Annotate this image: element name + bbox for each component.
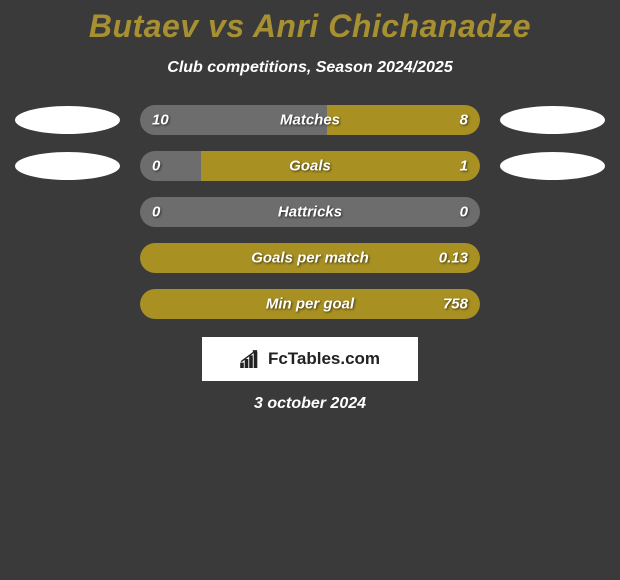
ellipse-spacer [500,198,605,226]
stat-bar: 0.13 Goals per match [140,243,480,273]
subtitle: Club competitions, Season 2024/2025 [0,59,620,77]
branding-banner: FcTables.com [202,337,418,381]
stat-bar: 0 0 Hattricks [140,197,480,227]
stat-name: Matches [280,112,340,129]
bars-icon [240,350,262,368]
branding-text: FcTables.com [268,349,380,369]
bar-fill-left [140,151,201,181]
stat-name: Hattricks [278,204,342,221]
stats-list: 10 8 Matches 0 1 Goals 0 0 Hattricks 0.13 Goals pe… [0,105,620,319]
date-label: 3 october 2024 [0,395,620,413]
stat-name: Goals per match [251,250,369,267]
stat-value-right: 0 [460,204,468,221]
stat-value-left: 10 [152,112,169,129]
ellipse-spacer [15,198,120,226]
stat-name: Min per goal [266,296,354,313]
stat-value-left: 0 [152,204,160,221]
stat-row: 758 Min per goal [0,289,620,319]
ellipse-spacer [15,244,120,272]
stat-row: 0.13 Goals per match [0,243,620,273]
player-ellipse-left [15,106,120,134]
ellipse-spacer [500,290,605,318]
ellipse-spacer [15,290,120,318]
stat-value-right: 758 [443,296,468,313]
stat-row: 0 0 Hattricks [0,197,620,227]
bar-fill-right [327,105,480,135]
stat-bar: 10 8 Matches [140,105,480,135]
bar-fill-right [201,151,480,181]
stat-row: 10 8 Matches [0,105,620,135]
ellipse-spacer [500,244,605,272]
stat-value-right: 0.13 [439,250,468,267]
player-ellipse-left [15,152,120,180]
stat-value-left: 0 [152,158,160,175]
stat-bar: 758 Min per goal [140,289,480,319]
comparison-card: Butaev vs Anri Chichanadze Club competit… [0,0,620,413]
stat-value-right: 8 [460,112,468,129]
stat-name: Goals [289,158,331,175]
stat-value-right: 1 [460,158,468,175]
player-ellipse-right [500,152,605,180]
stat-bar: 0 1 Goals [140,151,480,181]
page-title: Butaev vs Anri Chichanadze [0,8,620,45]
stat-row: 0 1 Goals [0,151,620,181]
player-ellipse-right [500,106,605,134]
